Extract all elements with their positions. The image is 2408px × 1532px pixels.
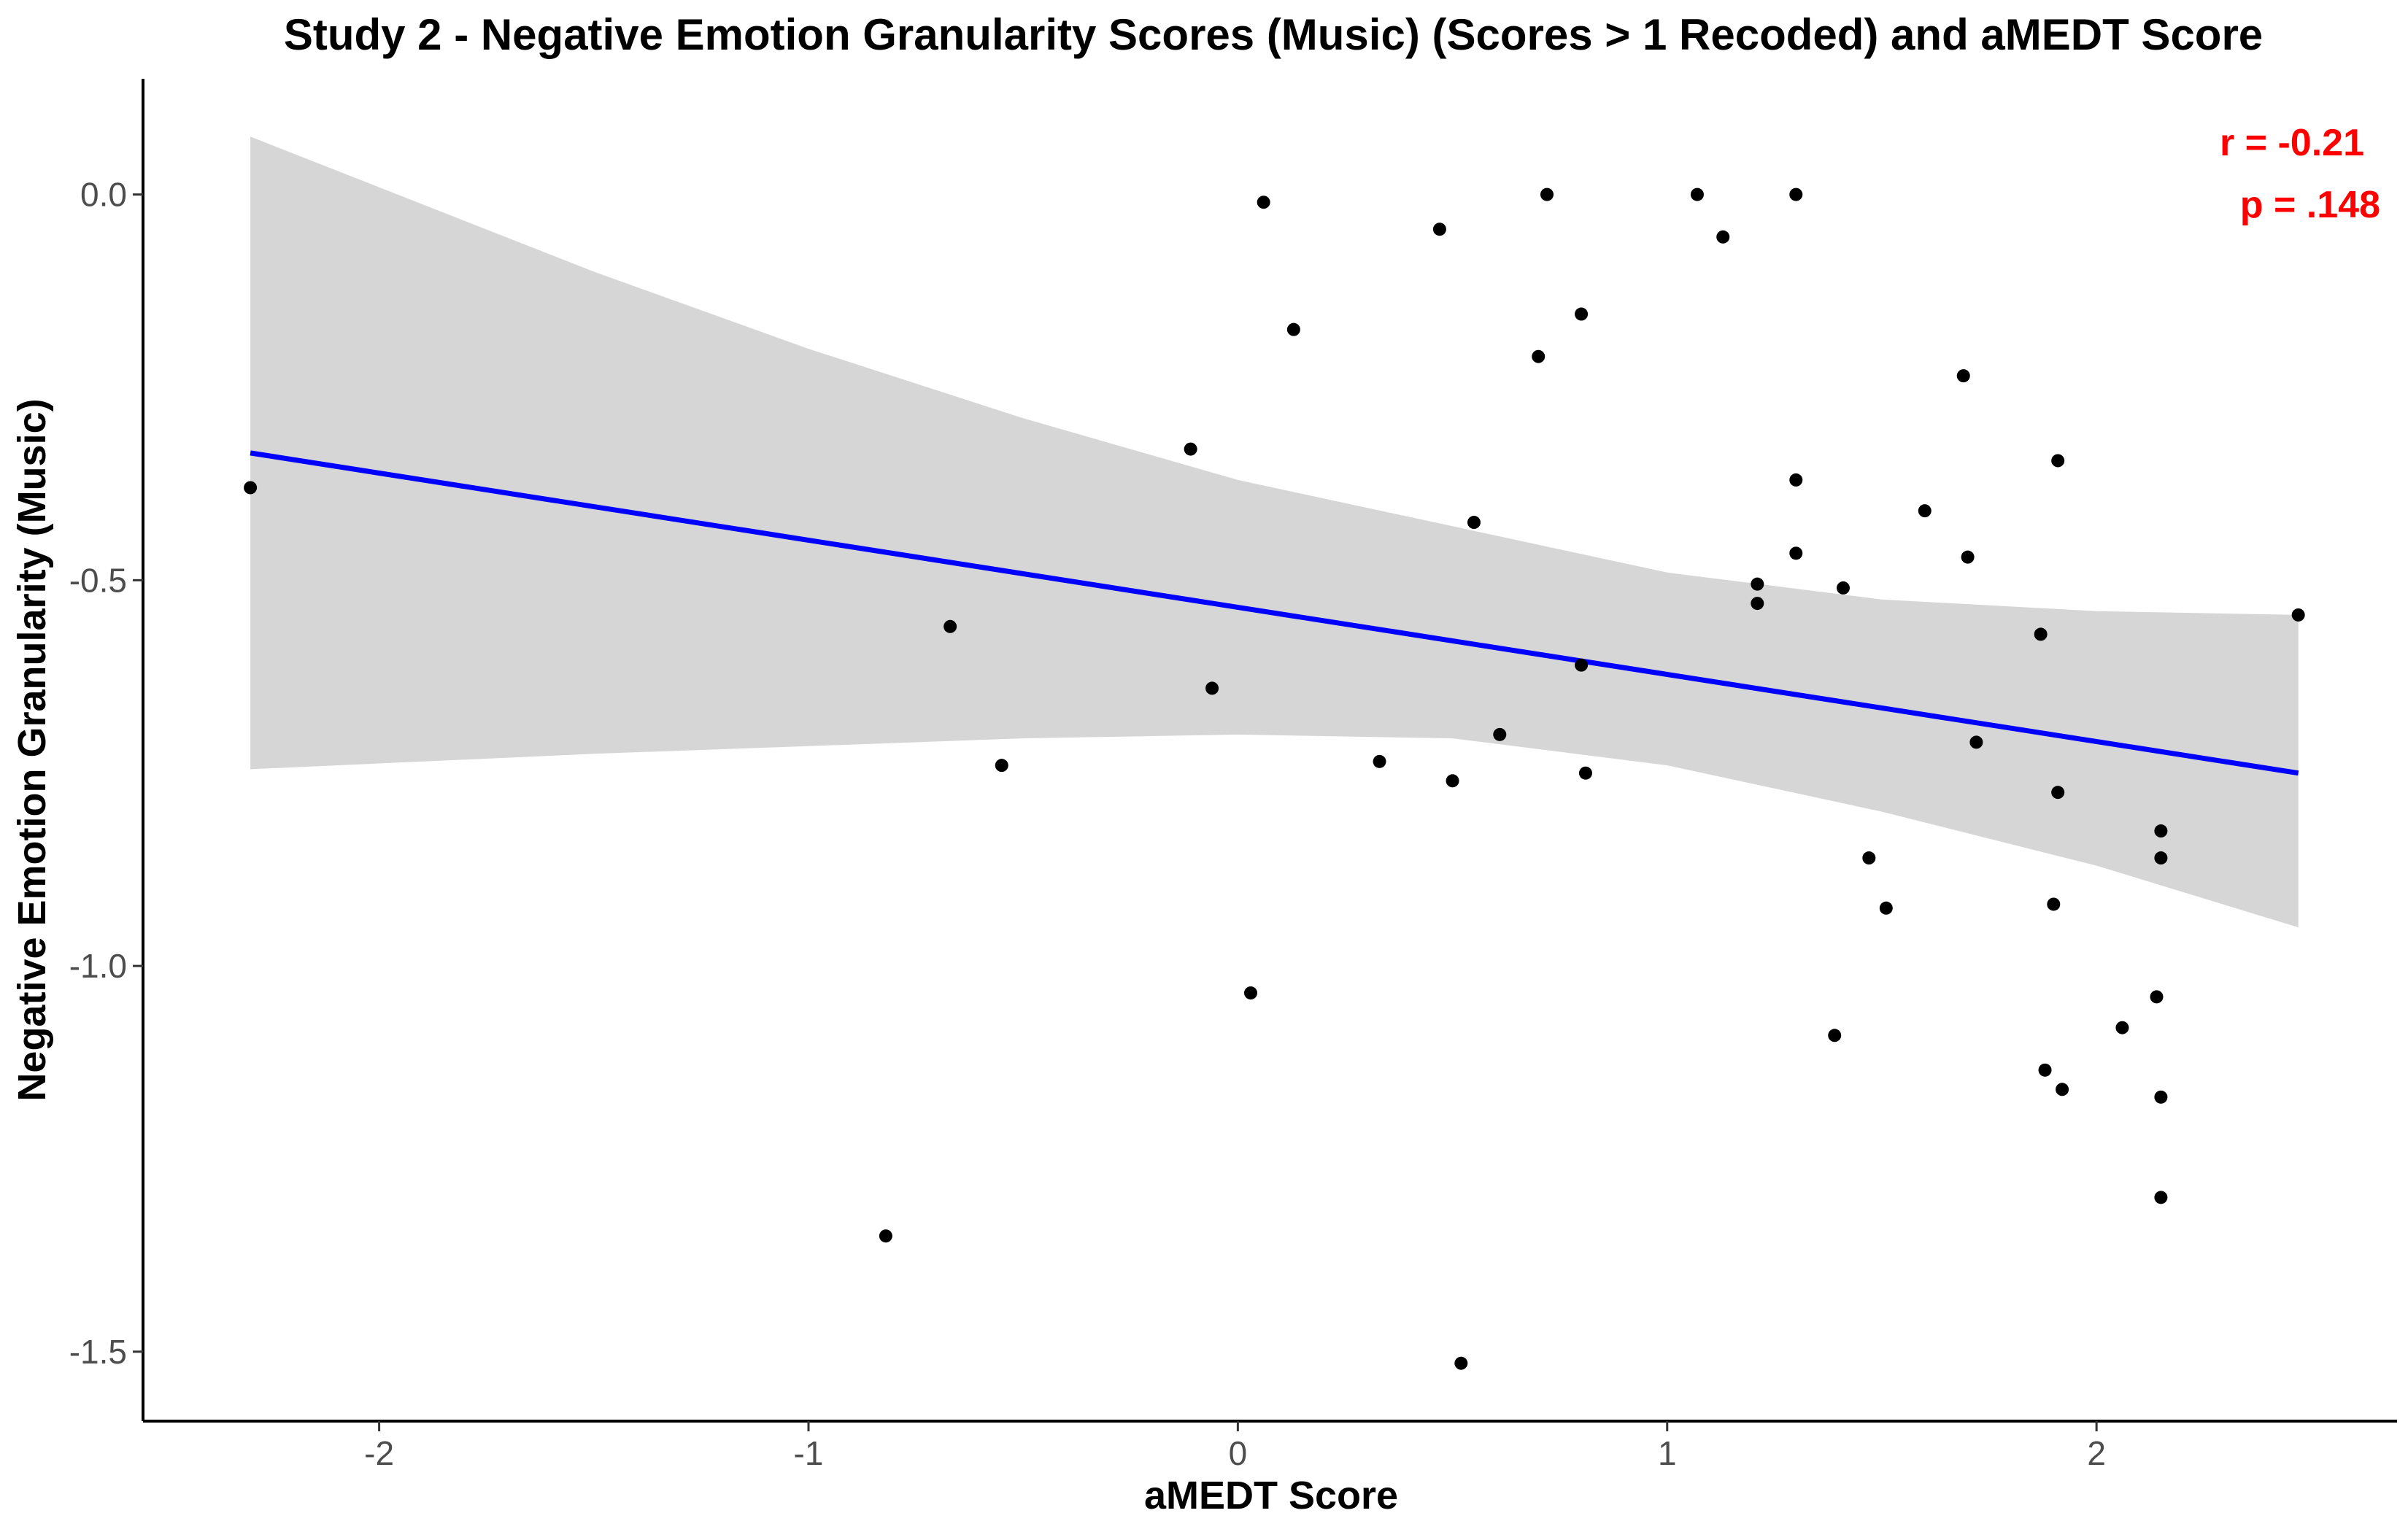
- data-point: [1789, 473, 1803, 487]
- data-point: [2154, 851, 2168, 865]
- data-point: [1244, 986, 1258, 1000]
- data-point: [1532, 349, 1545, 363]
- y-tick-label: -1.0: [69, 947, 127, 985]
- data-point: [2038, 1063, 2052, 1077]
- data-points: [244, 187, 2305, 1370]
- data-point: [1205, 681, 1219, 695]
- data-point: [2047, 897, 2061, 911]
- data-point: [1690, 187, 1704, 201]
- correlation-r-label: r = -0.21: [2220, 122, 2364, 164]
- y-axis-title: Negative Emotion Granularity (Music): [10, 398, 54, 1101]
- data-point: [1789, 187, 1803, 201]
- chart-title: Study 2 - Negative Emotion Granularity S…: [284, 10, 2263, 59]
- data-point: [2051, 454, 2065, 468]
- x-tick-label: 0: [1229, 1434, 1248, 1472]
- data-point: [1716, 230, 1730, 244]
- data-point: [2051, 786, 2065, 800]
- data-point: [1432, 223, 1446, 236]
- confidence-band: [250, 136, 2299, 928]
- data-point: [1789, 546, 1803, 560]
- data-point: [1467, 516, 1481, 530]
- data-point: [2056, 1083, 2069, 1096]
- x-tick-label: -1: [794, 1434, 824, 1472]
- y-tick-label: -0.5: [69, 561, 127, 599]
- data-point: [1578, 766, 1592, 780]
- regression-line: [250, 450, 2299, 776]
- data-point: [1446, 774, 1459, 788]
- data-point: [1828, 1029, 1842, 1042]
- x-axis-ticks: -2 -1 0 1 2: [364, 1421, 2106, 1472]
- data-point: [244, 481, 258, 495]
- data-point: [943, 619, 957, 633]
- data-point: [1540, 187, 1554, 201]
- data-point: [1454, 1356, 1468, 1370]
- data-point: [1493, 727, 1507, 741]
- data-point: [2291, 608, 2305, 622]
- plot-area: [244, 136, 2305, 1370]
- data-point: [1961, 550, 1975, 564]
- data-point: [1836, 581, 1850, 595]
- x-tick-label: 1: [1658, 1434, 1677, 1472]
- data-point: [1257, 196, 1270, 209]
- data-point: [1879, 901, 1893, 915]
- data-point: [1969, 735, 1983, 749]
- data-point: [1575, 658, 1589, 672]
- y-axis-ticks: 0.0 -0.5 -1.0 -1.5: [69, 176, 143, 1371]
- data-point: [1751, 597, 1764, 611]
- data-point: [1862, 851, 1876, 865]
- data-point: [995, 759, 1008, 773]
- data-point: [2154, 824, 2168, 838]
- data-point: [879, 1229, 892, 1243]
- data-point: [1575, 307, 1589, 321]
- data-point: [2115, 1021, 2129, 1034]
- data-point: [1918, 504, 1932, 518]
- data-point: [1373, 754, 1386, 768]
- x-tick-label: -2: [364, 1434, 394, 1472]
- data-point: [2154, 1191, 2168, 1204]
- y-tick-label: -1.5: [69, 1333, 127, 1371]
- data-point: [1956, 369, 1970, 383]
- data-point: [2154, 1090, 2168, 1104]
- fit-line-layer: [250, 450, 2299, 776]
- correlation-p-label: p = .148: [2240, 184, 2380, 226]
- confidence-band-layer: [250, 136, 2299, 928]
- data-point: [1751, 577, 1764, 591]
- data-point: [1286, 322, 1300, 336]
- y-tick-label: 0.0: [80, 176, 127, 214]
- data-point: [2150, 990, 2164, 1004]
- data-point: [2034, 627, 2048, 641]
- data-point: [1184, 442, 1197, 456]
- x-axis-title: aMEDT Score: [1144, 1474, 1398, 1517]
- x-tick-label: 2: [2087, 1434, 2106, 1472]
